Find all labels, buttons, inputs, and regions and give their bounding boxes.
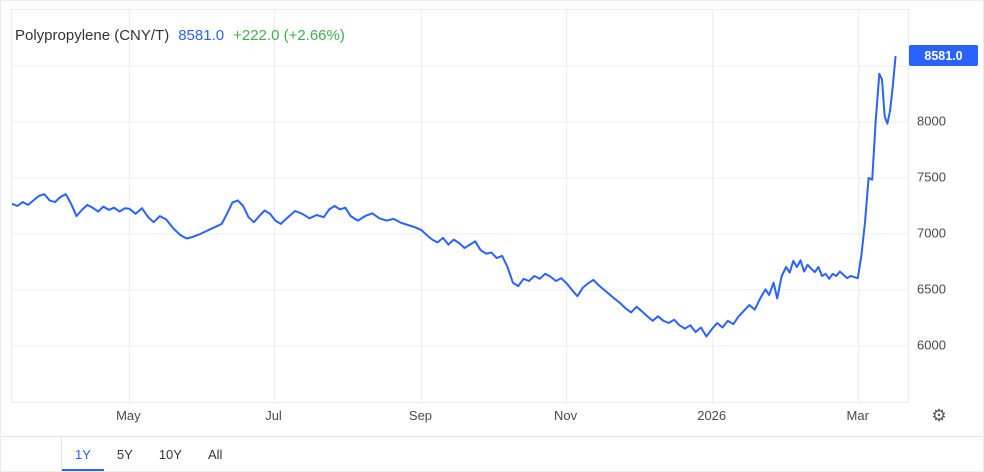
y-axis-label: 7000 bbox=[917, 225, 946, 241]
y-axis-label: 8000 bbox=[917, 113, 946, 129]
tab-1y[interactable]: 1Y bbox=[62, 437, 104, 471]
chart-header: Polypropylene (CNY/T) 8581.0 +222.0 (+2.… bbox=[15, 27, 345, 44]
x-axis-label: 2026 bbox=[697, 408, 727, 423]
x-axis-label: May bbox=[116, 408, 141, 423]
range-tabs: 1Y 5Y 10Y All bbox=[61, 437, 235, 471]
tab-all[interactable]: All bbox=[207, 446, 223, 462]
last-price: 8581.0 bbox=[178, 27, 225, 44]
range-toolbar: 1Y 5Y 10Y All bbox=[1, 436, 983, 471]
tab-5y[interactable]: 5Y bbox=[116, 446, 133, 462]
settings-gear-icon[interactable]: ⚙ bbox=[931, 406, 947, 425]
plot-area[interactable] bbox=[11, 9, 909, 403]
y-axis-label: 6500 bbox=[917, 281, 946, 297]
price-change: +222.0 (+2.66%) bbox=[233, 27, 345, 44]
x-axis-label: Sep bbox=[408, 408, 433, 423]
x-axis-label: Nov bbox=[554, 408, 578, 423]
y-axis-label: 7500 bbox=[917, 169, 946, 185]
x-axis-label: Mar bbox=[846, 408, 869, 423]
last-price-badge: 8581.0 bbox=[909, 45, 978, 67]
x-axis-label: Jul bbox=[265, 408, 282, 423]
y-axis-label: 6000 bbox=[917, 337, 946, 353]
price-series-line bbox=[12, 55, 897, 338]
price-line-chart[interactable] bbox=[12, 10, 908, 402]
tab-10y[interactable]: 10Y bbox=[158, 446, 182, 462]
instrument-title: Polypropylene (CNY/T) bbox=[15, 27, 170, 44]
